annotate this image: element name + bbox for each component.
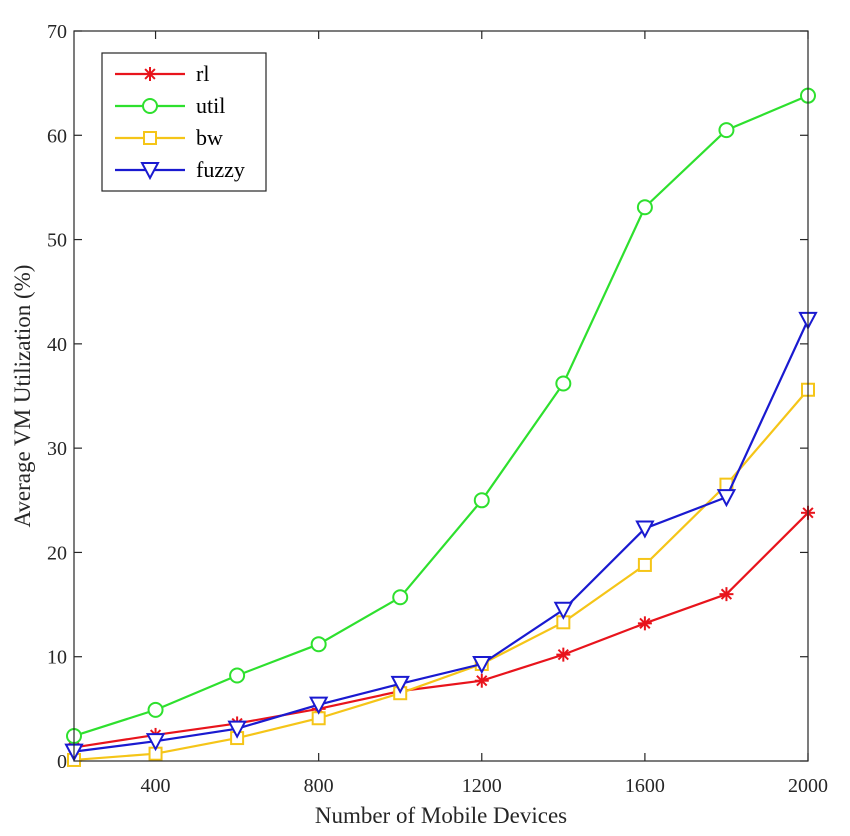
- y-axis-title: Average VM Utilization (%): [10, 265, 35, 528]
- data-point-util: [147, 701, 164, 718]
- data-point-util: [473, 492, 490, 509]
- series-line-bw: [73, 389, 809, 762]
- legend-label: rl: [196, 61, 209, 86]
- series-util: [66, 87, 816, 744]
- legend-marker: [140, 162, 160, 181]
- data-point-util: [555, 375, 572, 392]
- data-point-util: [310, 636, 327, 653]
- series-line-util: [73, 94, 809, 738]
- data-point-bw: [637, 557, 652, 572]
- y-tick-label: 20: [47, 542, 67, 564]
- data-point-util: [718, 122, 735, 139]
- x-tick-label: 800: [304, 775, 334, 797]
- data-point-fuzzy: [390, 675, 410, 694]
- data-point-fuzzy: [553, 601, 573, 620]
- data-point-fuzzy: [227, 720, 247, 739]
- data-point-util: [229, 667, 246, 684]
- data-point-rl: [556, 647, 571, 662]
- data-point-util: [636, 199, 653, 216]
- y-tick-label: 70: [47, 21, 67, 43]
- legend-label: util: [196, 93, 225, 118]
- data-point-fuzzy: [472, 656, 492, 675]
- legend-marker: [142, 98, 158, 114]
- series-line-fuzzy: [73, 319, 809, 753]
- legend-item-fuzzy: fuzzy: [115, 157, 245, 182]
- series-fuzzy: [64, 311, 818, 762]
- legend: rl util bw fuzzy: [101, 52, 267, 192]
- asterisk-stroke: [476, 675, 488, 687]
- x-axis-title: Number of Mobile Devices: [315, 803, 567, 828]
- legend-item-util: util: [115, 93, 225, 118]
- x-tick-label: 1200: [462, 775, 502, 797]
- series-group: [64, 87, 818, 767]
- data-point-fuzzy: [716, 489, 737, 508]
- legend-item-rl: rl: [115, 61, 209, 86]
- legend-label: fuzzy: [196, 157, 245, 182]
- y-tick-label: 50: [47, 230, 67, 252]
- y-tick-label: 60: [47, 125, 67, 147]
- asterisk-stroke: [720, 588, 733, 600]
- asterisk-stroke: [639, 617, 651, 629]
- data-point-fuzzy: [145, 733, 166, 752]
- y-tick-label: 0: [57, 751, 67, 773]
- asterisk-stroke: [557, 649, 569, 661]
- x-tick-label: 2000: [788, 775, 828, 797]
- y-tick-label: 40: [47, 334, 67, 356]
- legend-item-bw: bw: [115, 125, 223, 150]
- plot-frame: [73, 30, 809, 762]
- x-tick-label: 400: [141, 775, 171, 797]
- series-line-rl: [73, 512, 809, 749]
- y-tick-label: 10: [47, 647, 67, 669]
- data-point-fuzzy: [308, 696, 329, 715]
- y-tick-label: 30: [47, 438, 67, 460]
- legend-box: [101, 52, 267, 192]
- data-point-rl: [637, 616, 652, 631]
- asterisk-stroke: [144, 68, 156, 80]
- legend-marker: [143, 131, 157, 145]
- legend-label: bw: [196, 125, 223, 150]
- data-point-util: [392, 589, 409, 606]
- data-point-fuzzy: [635, 520, 655, 539]
- legend-marker: [143, 67, 157, 81]
- x-tick-label: 1600: [625, 775, 665, 797]
- data-point-rl: [719, 587, 734, 602]
- data-point-rl: [474, 673, 489, 688]
